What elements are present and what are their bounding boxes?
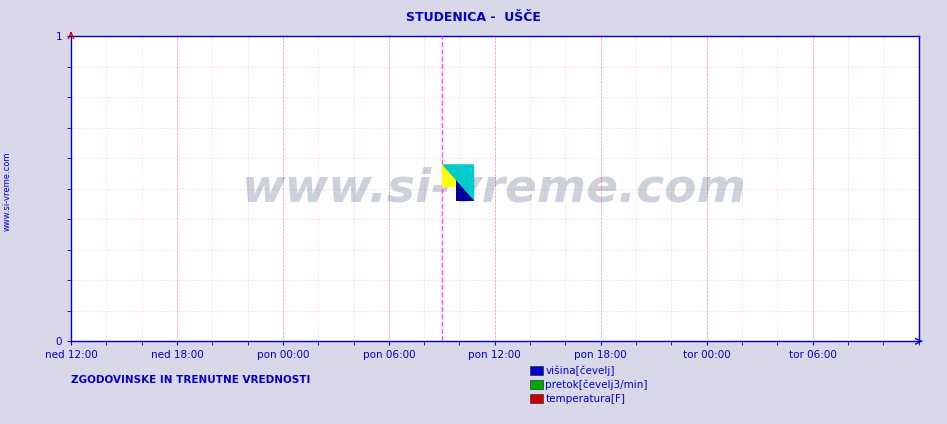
Text: pretok[čevelj3/min]: pretok[čevelj3/min]: [545, 379, 648, 390]
Bar: [442, 164, 458, 187]
Text: www.si-vreme.com: www.si-vreme.com: [3, 151, 12, 231]
Text: STUDENICA -  UŠČE: STUDENICA - UŠČE: [406, 11, 541, 24]
Text: višina[čevelj]: višina[čevelj]: [545, 365, 615, 376]
Polygon shape: [442, 164, 474, 201]
Bar: [456, 167, 474, 201]
Text: www.si-vreme.com: www.si-vreme.com: [242, 166, 747, 211]
Text: temperatura[F]: temperatura[F]: [545, 393, 625, 404]
Text: ZGODOVINSKE IN TRENUTNE VREDNOSTI: ZGODOVINSKE IN TRENUTNE VREDNOSTI: [71, 375, 311, 385]
